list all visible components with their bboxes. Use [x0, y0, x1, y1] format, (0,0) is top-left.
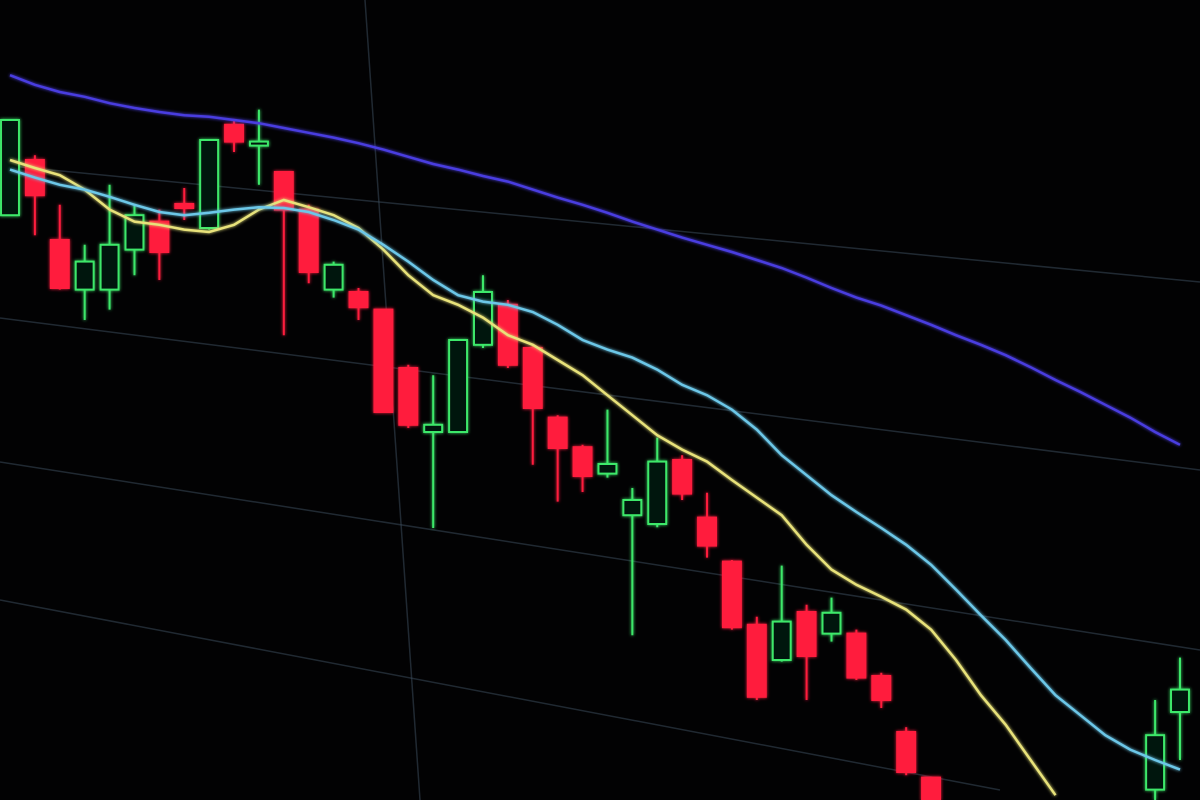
moving-average-line	[9, 168, 1181, 771]
candle-body	[174, 203, 195, 209]
candle-body	[398, 367, 419, 426]
candle-body	[522, 347, 543, 409]
candle-body	[746, 623, 767, 698]
candle-body	[697, 516, 717, 547]
candle-body	[721, 560, 742, 629]
candle-body	[348, 291, 369, 309]
candle-body	[448, 339, 469, 433]
candle-body	[896, 731, 917, 773]
screen-grid-line	[0, 461, 1200, 651]
candle-body	[124, 214, 145, 251]
candle-body	[323, 263, 344, 291]
candles	[0, 109, 1190, 800]
candle-body	[149, 220, 170, 254]
candle-body	[622, 499, 643, 517]
candle-body	[796, 611, 817, 657]
screen-grid-line	[0, 317, 1200, 471]
candle-body	[921, 776, 942, 800]
candle-body	[49, 239, 70, 289]
candle-body	[771, 620, 792, 661]
candle-body	[1170, 688, 1190, 713]
candle-body	[597, 463, 618, 475]
candle-body	[0, 119, 20, 217]
screen-grid-line	[0, 164, 1200, 283]
candle-body	[248, 140, 269, 147]
candle-body	[846, 632, 867, 679]
candle-body	[273, 171, 294, 211]
candle-body	[423, 423, 444, 433]
candle-body	[871, 675, 892, 701]
candle-body	[373, 308, 394, 414]
candle-body	[99, 243, 120, 291]
screen-grid-line	[0, 599, 1001, 791]
candle-body	[572, 446, 593, 478]
candle-body	[672, 459, 693, 495]
candle-body	[199, 139, 220, 229]
moving-average-line	[9, 158, 1057, 796]
moving-average-line	[9, 74, 1181, 446]
candle-body	[547, 416, 568, 450]
candle-body	[224, 123, 245, 143]
candle-body	[821, 611, 842, 635]
candle-body	[298, 208, 319, 274]
candle-body	[647, 460, 668, 526]
candle-body	[74, 260, 95, 291]
